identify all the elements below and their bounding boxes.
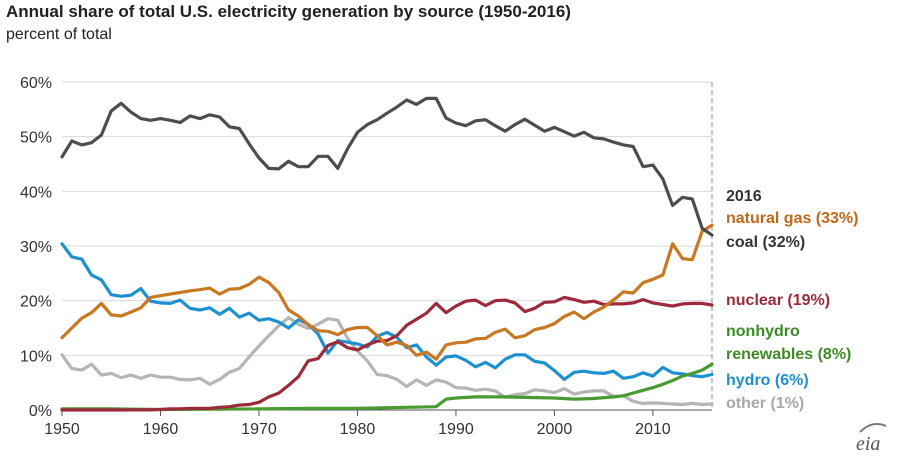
series-lines [60,96,714,412]
eia-logo: eia [856,423,887,455]
y-tick-label: 20% [20,294,52,311]
x-tick-label: 2000 [537,421,573,438]
y-tick-label: 10% [20,348,52,365]
chart-title: Annual share of total U.S. electricity g… [6,2,571,21]
x-axis: 1950 1960 1970 1980 1990 2000 2010 [44,409,712,438]
y-axis-ticks: 0% 10% 20% 30% 40% 50% 60% [20,75,52,420]
y-tick-label: 60% [20,75,52,92]
label-nonhydro-line1: nonhydro [726,323,800,340]
legend-year: 2016 [726,188,762,205]
series-line-nuclear [60,295,714,412]
x-tick-label: 2010 [635,421,671,438]
y-tick-label: 40% [20,184,52,201]
y-tick-label: 0% [29,403,52,420]
label-natural-gas: natural gas (33%) [726,210,858,227]
y-tick-label: 50% [20,130,52,147]
label-nuclear: nuclear (19%) [726,292,830,309]
label-hydro: hydro (6%) [726,372,809,389]
series-line-other [60,316,714,407]
y-axis-label: percent of total [6,26,112,43]
y-tick-label: 30% [20,239,52,256]
series-line-natural-gas [60,223,714,361]
x-tick-label: 1950 [44,421,80,438]
series-line-hydro [60,242,714,381]
series-line-nonhydro-renewables [60,362,714,412]
label-coal: coal (32%) [726,234,805,251]
series-line-coal [60,96,714,237]
series-labels: 2016 natural gas (33%) coal (32%) nuclea… [726,188,858,412]
x-tick-label: 1980 [340,421,376,438]
x-tick-label: 1960 [143,421,179,438]
gridlines [62,81,712,411]
label-nonhydro-line2: renewables (8%) [726,346,851,363]
x-tick-label: 1970 [241,421,277,438]
x-tick-label: 1990 [438,421,474,438]
eia-logo-text: eia [856,433,880,455]
label-other: other (1%) [726,395,804,412]
